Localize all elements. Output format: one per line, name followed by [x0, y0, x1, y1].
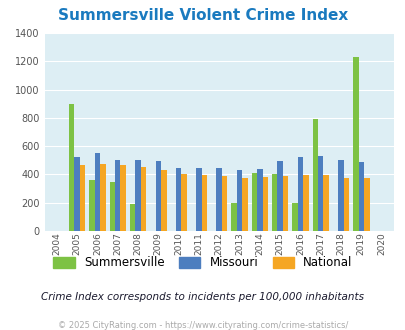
Bar — [69, 104, 74, 231]
Bar — [120, 165, 126, 231]
Bar — [277, 161, 282, 231]
Bar — [236, 170, 242, 231]
Bar — [80, 165, 85, 231]
Bar — [323, 175, 328, 231]
Bar — [155, 161, 161, 231]
Bar — [312, 118, 317, 231]
Bar — [175, 168, 181, 231]
Legend: Summersville, Missouri, National: Summersville, Missouri, National — [49, 252, 356, 274]
Bar — [363, 178, 369, 231]
Bar — [181, 174, 186, 231]
Bar — [94, 153, 100, 231]
Bar — [201, 175, 207, 231]
Bar — [196, 168, 201, 231]
Bar — [358, 162, 363, 231]
Bar — [343, 178, 348, 231]
Bar — [251, 173, 256, 231]
Bar — [222, 176, 227, 231]
Bar — [282, 176, 288, 231]
Bar — [89, 180, 94, 231]
Bar — [216, 168, 222, 231]
Bar — [135, 160, 141, 231]
Bar — [271, 174, 277, 231]
Bar — [115, 160, 120, 231]
Bar — [256, 169, 262, 231]
Bar — [352, 57, 358, 231]
Bar — [141, 167, 146, 231]
Text: Summersville Violent Crime Index: Summersville Violent Crime Index — [58, 8, 347, 23]
Bar — [100, 164, 105, 231]
Bar — [231, 203, 236, 231]
Bar — [262, 177, 267, 231]
Bar — [303, 175, 308, 231]
Bar — [297, 157, 303, 231]
Bar — [242, 178, 247, 231]
Text: © 2025 CityRating.com - https://www.cityrating.com/crime-statistics/: © 2025 CityRating.com - https://www.city… — [58, 321, 347, 330]
Text: Crime Index corresponds to incidents per 100,000 inhabitants: Crime Index corresponds to incidents per… — [41, 292, 364, 302]
Bar — [161, 170, 166, 231]
Bar — [317, 156, 323, 231]
Bar — [74, 157, 80, 231]
Bar — [109, 182, 115, 231]
Bar — [130, 204, 135, 231]
Bar — [292, 203, 297, 231]
Bar — [337, 160, 343, 231]
